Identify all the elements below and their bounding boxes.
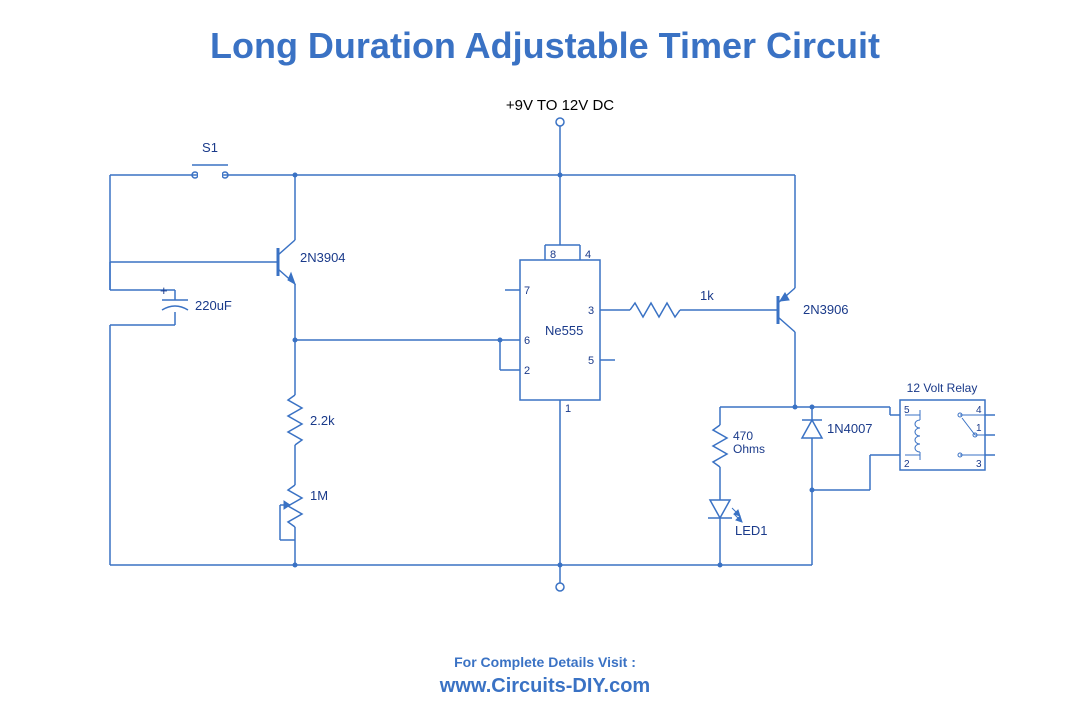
relay-arm [962, 418, 975, 435]
footer-line1: For Complete Details Visit : [0, 654, 1090, 670]
cap-plus: + [160, 283, 168, 298]
supply-label: +9V TO 12V DC [506, 97, 614, 114]
pin1-lbl: 1 [565, 403, 571, 415]
pnp-col-line [778, 317, 795, 332]
r2-zigzag [630, 303, 680, 317]
led-label: LED1 [735, 523, 768, 538]
relay-body [900, 400, 985, 470]
r3-zigzag [713, 425, 727, 467]
pin7-lbl: 7 [524, 285, 530, 297]
junction [810, 488, 815, 493]
r3-label-1: 470 [733, 429, 753, 443]
relay-pin5: 5 [904, 405, 910, 416]
relay-pin4: 4 [976, 405, 982, 416]
r1-zigzag [288, 395, 302, 445]
cap-plate-neg [162, 306, 188, 310]
npn-label: 2N3904 [300, 250, 346, 265]
led-triangle [710, 500, 730, 518]
pin6-lbl: 6 [524, 335, 530, 347]
circuit-diagram: +9V TO 12V DC S1 + 220uF 2N3904 [0, 0, 1090, 720]
relay-pin2: 2 [904, 459, 910, 470]
footer-line2: www.Circuits-DIY.com [0, 675, 1090, 698]
relay-pin1: 1 [976, 423, 982, 434]
pin2-lbl: 2 [524, 365, 530, 377]
capacitor-label: 220uF [195, 298, 232, 313]
r1-label: 2.2k [310, 413, 335, 428]
pin4-lbl: 4 [585, 249, 591, 261]
gnd-terminal [556, 583, 564, 591]
pin3-lbl: 3 [588, 305, 594, 317]
pin8-lbl: 8 [550, 249, 556, 261]
pot-label: 1M [310, 488, 328, 503]
supply-terminal [556, 118, 564, 126]
relay-label: 12 Volt Relay [907, 381, 978, 395]
pot-wiper-arrow [284, 501, 290, 509]
pnp-label: 2N3906 [803, 302, 849, 317]
relay-pin3: 3 [976, 459, 982, 470]
r2-label: 1k [700, 288, 714, 303]
ic-label: Ne555 [545, 323, 583, 338]
pot-zigzag [288, 485, 302, 527]
coil [915, 420, 920, 452]
diode-triangle [802, 420, 822, 438]
r3-label-2: Ohms [733, 442, 765, 456]
npn-arrow [288, 273, 295, 284]
npn-col-line [278, 240, 295, 255]
switch-label: S1 [202, 140, 218, 155]
pin5-lbl: 5 [588, 355, 594, 367]
diode-label: 1N4007 [827, 421, 873, 436]
